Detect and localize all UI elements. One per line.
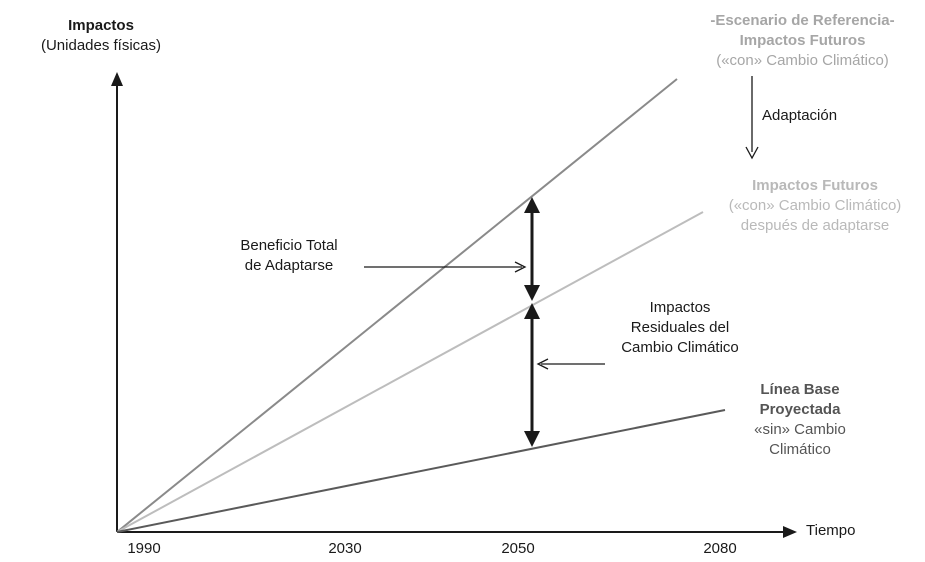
x-tick-2050: 2050 — [501, 540, 535, 557]
baseline-note-2: Climático — [769, 441, 831, 458]
adaptation-label: Adaptación — [762, 107, 838, 124]
baseline-title-1: Línea Base — [760, 381, 840, 398]
total-benefit-top-arrowhead — [524, 197, 540, 213]
residual-impacts-label: Impactos Residuales del Cambio Climático — [600, 298, 760, 358]
y-axis-title: Impactos (Unidades físicas) — [16, 16, 186, 56]
reference-scenario-subtitle: Impactos Futuros — [739, 32, 866, 49]
y-axis-title-main: Impactos — [68, 17, 134, 34]
x-axis-arrowhead — [783, 526, 797, 538]
reference-scenario-line — [116, 78, 678, 533]
baseline-label: Línea Base Proyectada «sin» Cambio Climá… — [730, 380, 870, 460]
y-axis-unit: (Unidades físicas) — [40, 37, 162, 54]
residual-line-2: Residuales del — [630, 319, 730, 336]
total-benefit-pointer-head — [514, 261, 527, 273]
after-adaptation-subnote: después de adaptarse — [740, 217, 890, 234]
residual-top-arrowhead — [524, 303, 540, 319]
reference-scenario-note: («con» Cambio Climático) — [716, 52, 889, 69]
residual-bottom-arrowhead — [524, 431, 540, 447]
x-tick-2030: 2030 — [328, 540, 362, 557]
residual-pointer-head — [536, 358, 549, 370]
residual-line-1: Impactos — [649, 299, 711, 316]
residual-line-3: Cambio Climático — [621, 339, 739, 356]
baseline-note-1: «sin» Cambio — [754, 421, 846, 438]
total-benefit-label: Beneficio Total de Adaptarse — [214, 236, 364, 276]
adapted-impacts-line — [116, 211, 704, 533]
reference-scenario-label: -Escenario de Referencia- Impactos Futur… — [690, 11, 915, 71]
y-axis-arrowhead — [111, 72, 123, 86]
after-adaptation-note: («con» Cambio Climático) — [728, 197, 902, 214]
baseline-line — [116, 409, 726, 533]
x-axis-title: Tiempo — [806, 522, 856, 539]
after-adaptation-label: Impactos Futuros («con» Cambio Climático… — [695, 176, 925, 236]
after-adaptation-title: Impactos Futuros — [752, 177, 878, 194]
reference-scenario-title: -Escenario de Referencia- — [710, 12, 895, 29]
adaptation-arrowhead — [745, 146, 759, 160]
baseline-title-2: Proyectada — [759, 401, 841, 418]
total-benefit-line-1: Beneficio Total — [240, 237, 338, 254]
total-benefit-bottom-arrowhead — [524, 285, 540, 301]
total-benefit-line-2: de Adaptarse — [244, 257, 334, 274]
x-tick-1990: 1990 — [127, 540, 161, 557]
x-tick-2080: 2080 — [703, 540, 737, 557]
